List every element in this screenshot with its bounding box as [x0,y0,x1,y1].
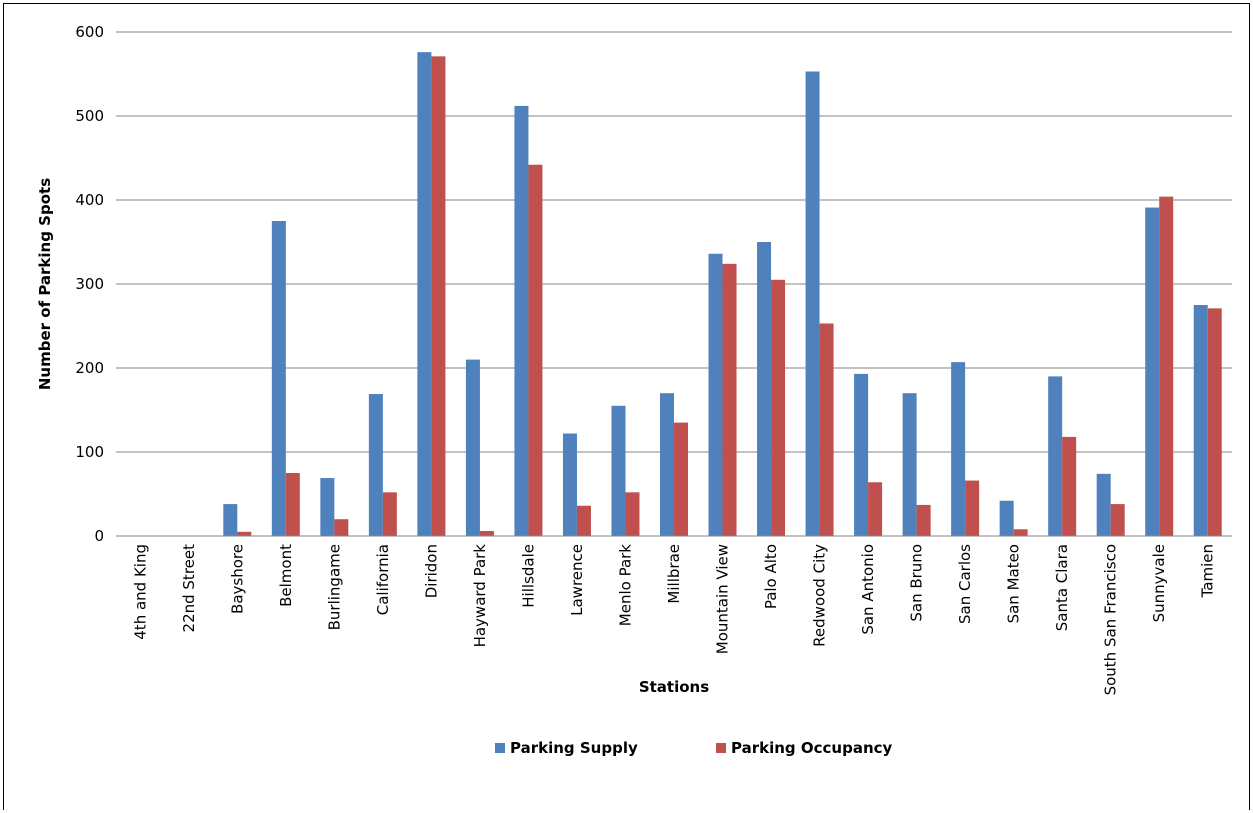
legend-label: Parking Supply [510,739,638,757]
legend-swatch [495,743,505,753]
bar-occupancy [1013,529,1028,536]
bar-supply [562,433,577,536]
bar-occupancy [771,279,786,536]
legend-label: Parking Occupancy [731,739,893,757]
bar-supply [514,105,529,537]
x-axis-title: Stations [639,678,709,696]
x-tick-label: Palo Alto [762,544,780,609]
bar-supply [805,71,820,536]
x-tick-label: San Antonio [859,544,877,635]
y-tick-labels: 0 100 200 300 400 500 600 [75,23,104,545]
x-tick-label: Hillsdale [519,544,537,608]
x-tick-label: San Bruno [908,544,926,622]
bar-supply [368,394,383,536]
bar-occupancy [479,530,494,536]
bar-occupancy [674,422,688,536]
x-tick-label: San Carlos [956,544,974,624]
legend-swatch [716,743,726,753]
bar-occupancy [965,480,980,536]
bar-occupancy [382,492,397,536]
chart-frame [3,3,1250,810]
bar-supply [611,405,626,536]
bar-supply [271,221,286,536]
bar-supply [757,242,772,536]
x-tick-label: South San Francisco [1102,544,1120,695]
bar-occupancy [1207,308,1222,536]
bar-occupancy [1110,504,1125,536]
bars [223,52,1222,537]
x-tick-label: Millbrae [665,544,683,604]
bar-supply [660,393,674,536]
x-tick-label: Burlingame [325,544,343,630]
bar-occupancy [334,519,349,536]
legend: Parking Supply Parking Occupancy [495,739,893,757]
x-tick-label: Lawrence [568,544,586,616]
bar-occupancy [528,164,543,536]
x-tick-label: Redwood City [811,544,829,647]
bar-supply [951,362,966,536]
x-tick-label: California [374,544,392,615]
x-tick-label: Bayshore [228,544,246,614]
bar-occupancy [625,492,640,536]
bar-occupancy [1062,436,1077,536]
y-tick-label: 600 [75,23,104,41]
bar-supply [1048,376,1063,536]
x-tick-label: Hayward Park [471,544,489,648]
y-tick-label: 100 [75,443,104,461]
bar-occupancy [285,473,300,536]
bar-supply [465,359,480,536]
bar-supply [1096,473,1111,536]
bar-occupancy [576,505,591,536]
bar-supply [708,253,723,536]
x-tick-label: Belmont [277,544,295,607]
x-tick-label: 22nd Street [180,544,198,633]
bar-occupancy [916,504,931,536]
y-tick-label: 400 [75,191,104,209]
y-tick-label: 200 [75,359,104,377]
bar-occupancy [431,56,446,537]
bar-supply [417,52,432,536]
bar-supply [1145,207,1160,536]
bar-supply [999,500,1014,536]
x-tick-label: Tamien [1199,544,1217,598]
x-tick-label: Menlo Park [616,544,634,627]
x-tick-label: 4th and King [131,544,149,640]
bar-occupancy [868,482,883,536]
y-tick-label: 500 [75,107,104,125]
x-tick-label: Sunnyvale [1150,544,1168,622]
bar-occupancy [819,323,834,536]
y-tick-label: 0 [94,527,104,545]
bar-supply [1193,305,1208,536]
bar-supply [320,478,335,536]
y-axis-title: Number of Parking Spots [36,178,54,390]
bar-occupancy [722,263,737,536]
bar-supply [223,504,238,536]
x-tick-label: Santa Clara [1053,544,1071,631]
y-tick-label: 300 [75,275,104,293]
bar-occupancy [237,531,252,536]
x-tick-labels: 4th and King 22nd Street Bayshore Belmont Bu… [131,544,1216,696]
x-tick-label: Mountain View [714,544,732,654]
bar-supply [854,373,869,536]
bar-occupancy [1159,196,1174,536]
x-tick-label: San Mateo [1005,544,1023,623]
x-tick-label: Diridon [422,544,440,598]
bar-supply [902,393,917,536]
